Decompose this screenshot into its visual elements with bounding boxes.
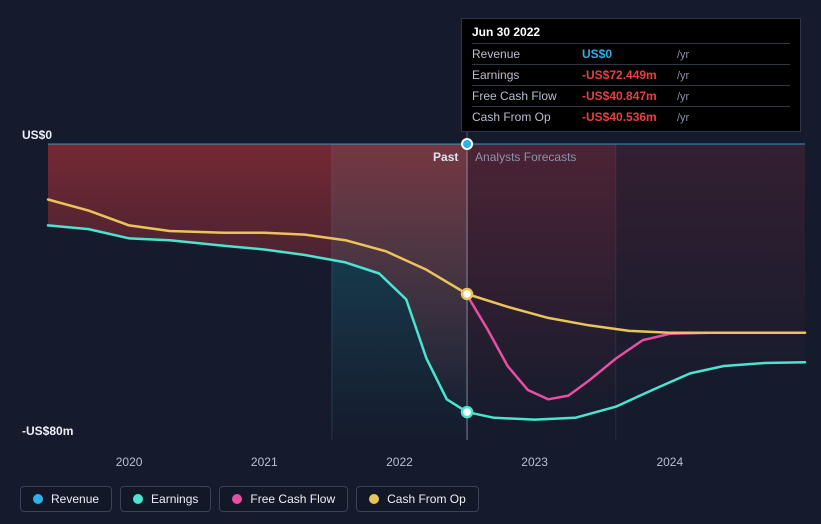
- tooltip-row: RevenueUS$0/yr: [472, 43, 790, 64]
- x-axis-label: 2024: [656, 455, 683, 469]
- legend-label: Free Cash Flow: [250, 492, 335, 506]
- legend-label: Cash From Op: [387, 492, 466, 506]
- past-region-label: Past: [433, 150, 458, 164]
- x-axis-label: 2020: [116, 455, 143, 469]
- tooltip-row: Cash From Op-US$40.536m/yr: [472, 106, 790, 127]
- tooltip-suffix: /yr: [677, 112, 689, 124]
- hover-marker-cfo: [462, 289, 472, 299]
- legend-dot: [232, 494, 242, 504]
- chart-tooltip: Jun 30 2022 RevenueUS$0/yrEarnings-US$72…: [461, 18, 801, 132]
- legend-dot: [33, 494, 43, 504]
- tooltip-metric: Revenue: [472, 47, 582, 61]
- legend-item-cash-from-op[interactable]: Cash From Op: [356, 486, 479, 512]
- legend-item-revenue[interactable]: Revenue: [20, 486, 112, 512]
- tooltip-value: -US$40.847m: [582, 89, 677, 103]
- financials-chart: US$0 -US$80m 2020 2021 2022 2023 2024 Past An…: [0, 0, 821, 524]
- tooltip-row: Free Cash Flow-US$40.847m/yr: [472, 85, 790, 106]
- hover-marker-earnings: [462, 407, 472, 417]
- legend-label: Earnings: [151, 492, 198, 506]
- chart-legend: Revenue Earnings Free Cash Flow Cash From O…: [20, 486, 479, 512]
- tooltip-value: -US$72.449m: [582, 68, 677, 82]
- tooltip-metric: Cash From Op: [472, 110, 582, 124]
- y-axis-label: US$0: [22, 128, 52, 142]
- legend-item-earnings[interactable]: Earnings: [120, 486, 211, 512]
- tooltip-row: Earnings-US$72.449m/yr: [472, 64, 790, 85]
- tooltip-value: -US$40.536m: [582, 110, 677, 124]
- tooltip-suffix: /yr: [677, 70, 689, 82]
- divider-marker: [462, 139, 472, 149]
- legend-dot: [133, 494, 143, 504]
- forecast-region-label: Analysts Forecasts: [475, 150, 576, 164]
- legend-dot: [369, 494, 379, 504]
- tooltip-value: US$0: [582, 47, 677, 61]
- legend-item-free-cash-flow[interactable]: Free Cash Flow: [219, 486, 348, 512]
- x-axis-label: 2023: [521, 455, 548, 469]
- x-axis-label: 2021: [251, 455, 278, 469]
- shade-far-forecast: [616, 144, 805, 407]
- tooltip-suffix: /yr: [677, 49, 689, 61]
- legend-label: Revenue: [51, 492, 99, 506]
- tooltip-suffix: /yr: [677, 91, 689, 103]
- y-axis-label: -US$80m: [22, 424, 73, 438]
- tooltip-metric: Free Cash Flow: [472, 89, 582, 103]
- tooltip-metric: Earnings: [472, 68, 582, 82]
- tooltip-title: Jun 30 2022: [472, 25, 790, 39]
- x-axis-label: 2022: [386, 455, 413, 469]
